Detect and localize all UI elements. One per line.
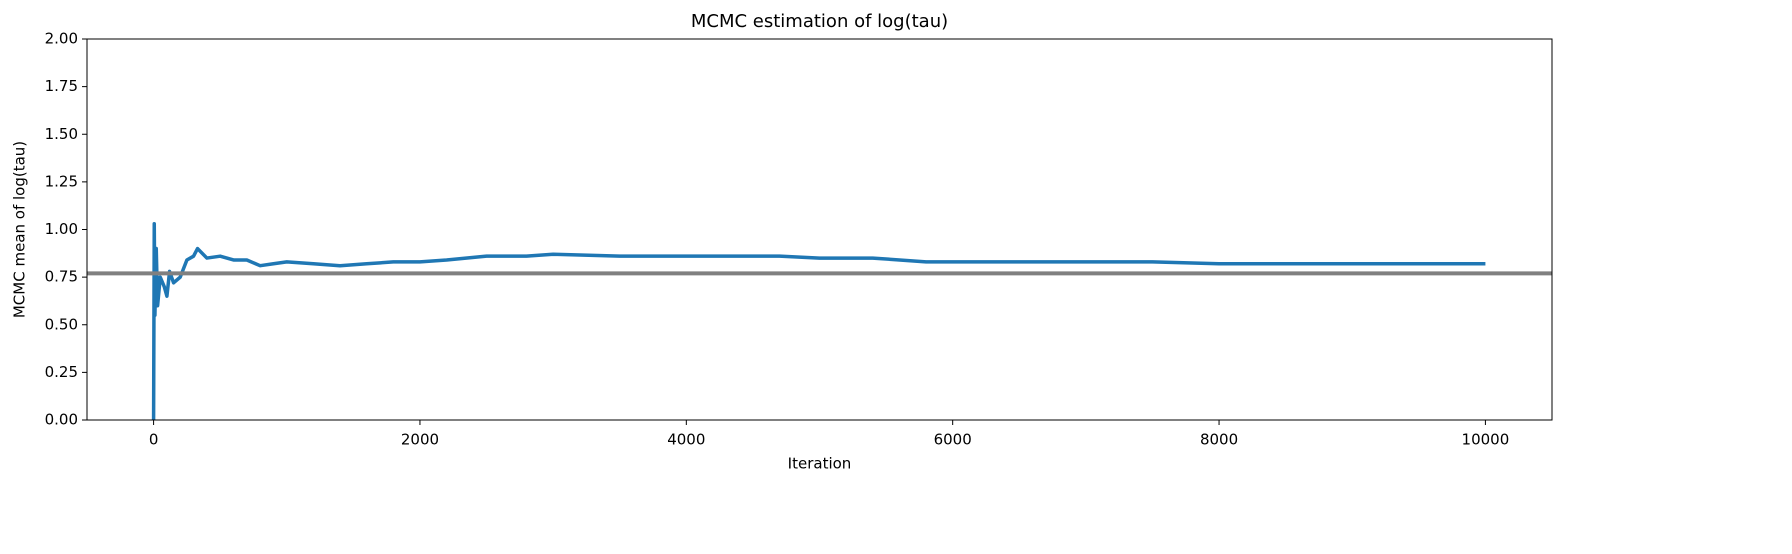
y-tick-label: 1.75 (45, 77, 78, 95)
y-tick-label: 1.00 (45, 220, 78, 238)
x-tick-label: 4000 (667, 431, 705, 449)
y-tick-label: 2.00 (45, 30, 78, 48)
y-tick-label: 1.25 (45, 172, 78, 190)
y-tick-label: 1.50 (45, 125, 78, 143)
y-tick-label: 0.00 (45, 411, 78, 429)
x-tick-label: 0 (149, 431, 159, 449)
x-tick-label: 8000 (1200, 431, 1238, 449)
y-tick-label: 0.75 (45, 268, 78, 286)
plot-frame (86, 38, 1553, 421)
data-line (151, 222, 1486, 421)
y-tick-label: 0.25 (45, 363, 78, 381)
x-tick-label: 2000 (401, 431, 439, 449)
x-tick-label: 6000 (934, 431, 972, 449)
x-tick-label: 10000 (1462, 431, 1510, 449)
y-tick-label: 0.50 (45, 315, 78, 333)
y-axis-label: MCMC mean of log(tau) (11, 141, 29, 318)
x-axis-label: Iteration (788, 455, 852, 473)
chart-title: MCMC estimation of log(tau) (691, 11, 948, 32)
